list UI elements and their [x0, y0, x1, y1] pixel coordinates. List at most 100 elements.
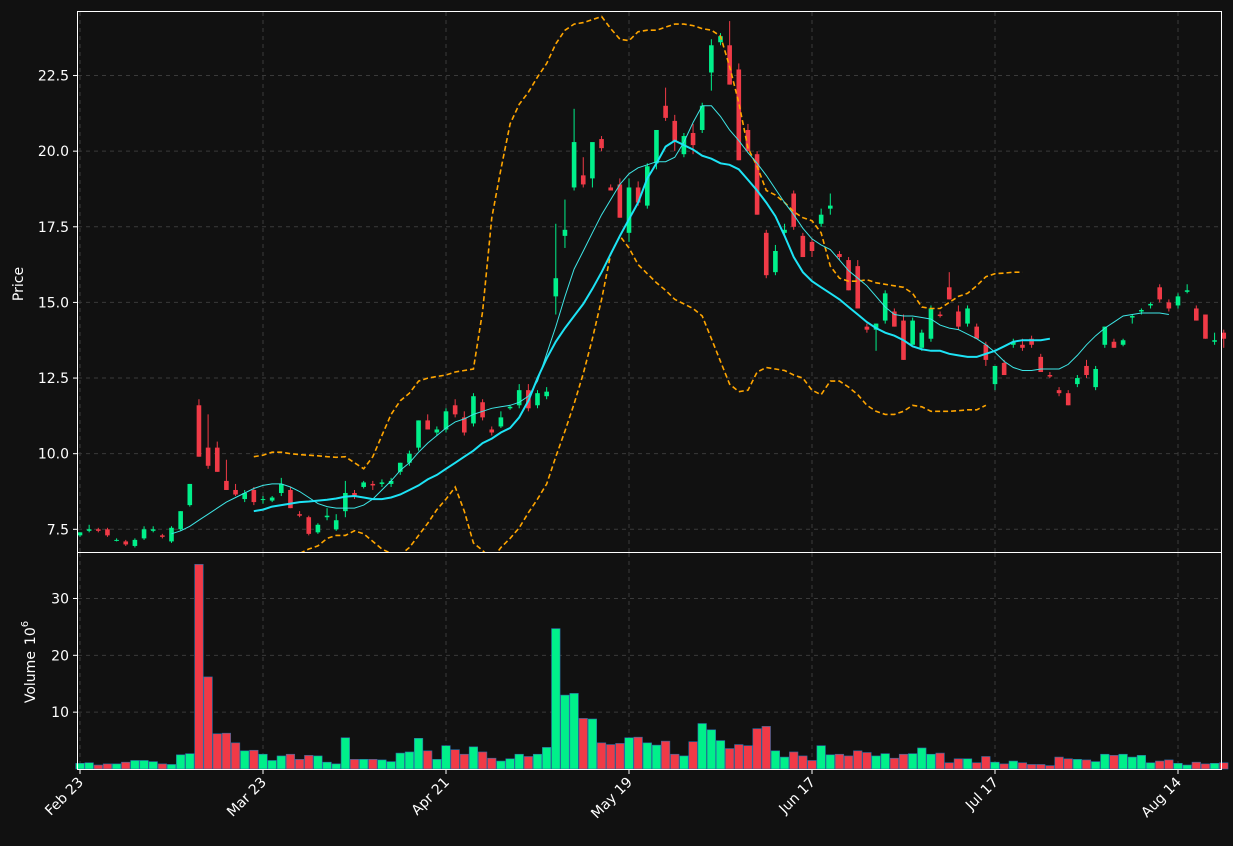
- candle-body: [910, 320, 915, 345]
- volume-bar-up: [468, 746, 479, 770]
- volume-bar-up: [560, 694, 570, 770]
- volume-tick-label: 10: [51, 705, 69, 721]
- volume-axis-exponent: 6: [20, 621, 31, 627]
- candle-body: [571, 142, 577, 188]
- volume-bar-down: [844, 755, 854, 770]
- candle-body: [333, 520, 339, 530]
- price-tick-label: 12.5: [38, 371, 69, 387]
- volume-bar-down: [194, 564, 204, 770]
- candle-down: [1029, 335, 1034, 348]
- candle-up: [416, 420, 421, 451]
- candle-up: [498, 411, 504, 428]
- candle-up: [379, 479, 385, 487]
- candle-body: [1011, 341, 1016, 345]
- volume-bar-down: [1191, 761, 1201, 770]
- volume-bar-up: [624, 737, 634, 770]
- candle-down: [196, 399, 202, 457]
- candle-body: [828, 205, 833, 209]
- candle-body: [480, 402, 485, 418]
- candle-body: [1129, 316, 1135, 318]
- candle-body: [718, 36, 723, 43]
- candle-body: [96, 529, 101, 531]
- candle-down: [837, 250, 842, 261]
- candle-down: [736, 63, 742, 161]
- candle-body: [846, 260, 851, 291]
- candle-body: [169, 527, 174, 542]
- candle-body: [260, 499, 266, 501]
- candle-body: [553, 278, 559, 297]
- volume-bar-down: [953, 758, 963, 770]
- candle-up: [169, 526, 174, 543]
- candle-down: [489, 426, 495, 436]
- price-tick-label: 15.0: [38, 295, 69, 311]
- volume-bar-up: [1145, 762, 1156, 770]
- candle-up: [645, 163, 650, 209]
- candle-body: [1148, 303, 1153, 306]
- candle-up: [269, 496, 275, 503]
- volume-bar-down: [212, 733, 222, 770]
- volume-bar-down: [1036, 764, 1046, 770]
- volume-bar-up: [505, 758, 515, 770]
- candle-down: [205, 414, 211, 469]
- candle-body: [86, 529, 92, 531]
- candle-body: [1184, 290, 1190, 292]
- volume-bar-up: [871, 755, 881, 770]
- candle-down: [370, 480, 376, 490]
- volume-bar-up: [185, 753, 195, 770]
- volume-bar-down: [981, 756, 991, 770]
- candle-body: [489, 429, 495, 433]
- volume-bar-up: [770, 750, 780, 770]
- candle-body: [297, 514, 302, 516]
- candle-body: [516, 390, 522, 406]
- candle-down: [251, 486, 257, 506]
- volume-bar-up: [1210, 763, 1220, 770]
- volume-bar-up: [331, 763, 341, 770]
- candle-up: [178, 511, 183, 531]
- volume-panel-frame: [77, 552, 1222, 770]
- candle-down: [599, 136, 604, 152]
- bollinger-upper-band: [253, 15, 1023, 470]
- candle-down: [946, 272, 952, 300]
- volume-bar-up: [240, 750, 250, 770]
- candle-up: [699, 102, 705, 134]
- volume-bar-down: [304, 755, 314, 770]
- candle-body: [1157, 287, 1162, 300]
- volume-bar-down: [423, 750, 433, 770]
- volume-bar-up: [377, 759, 387, 770]
- volume-panel-grid: [78, 553, 1221, 769]
- volume-axis-label-text: Volume: [23, 651, 39, 703]
- candle-body: [544, 391, 549, 397]
- candle-body: [77, 532, 83, 536]
- candle-body: [965, 308, 970, 324]
- volume-bar-down: [249, 749, 259, 770]
- candle-up: [535, 390, 540, 409]
- candle-down: [937, 311, 943, 318]
- candle-down: [306, 515, 312, 536]
- candle-down: [105, 527, 110, 537]
- price-tick-label: 17.5: [38, 220, 69, 236]
- moving-average-fast: [171, 105, 1169, 535]
- candle-body: [791, 193, 796, 227]
- volume-bar-up: [1072, 759, 1082, 770]
- candle-body: [105, 529, 110, 536]
- volume-bar-down: [450, 749, 460, 770]
- volume-bar-down: [734, 744, 744, 770]
- candle-body: [855, 266, 861, 309]
- candle-up: [1102, 326, 1108, 348]
- volume-bar-down: [999, 763, 1009, 770]
- candle-body: [462, 417, 467, 433]
- candle-down: [672, 114, 678, 152]
- candle-up: [388, 477, 394, 487]
- volume-bar-up: [917, 747, 927, 770]
- candle-down: [233, 483, 238, 497]
- candle-down: [425, 414, 430, 430]
- candle-body: [599, 139, 604, 149]
- candle-body: [608, 187, 613, 191]
- volume-bar-up: [322, 761, 332, 770]
- candle-body: [471, 396, 476, 424]
- candle-up: [553, 223, 559, 315]
- volume-bar-up: [908, 753, 918, 770]
- candle-body: [535, 393, 540, 406]
- candle-up: [1129, 314, 1135, 324]
- price-tick-label: 20.0: [38, 144, 69, 160]
